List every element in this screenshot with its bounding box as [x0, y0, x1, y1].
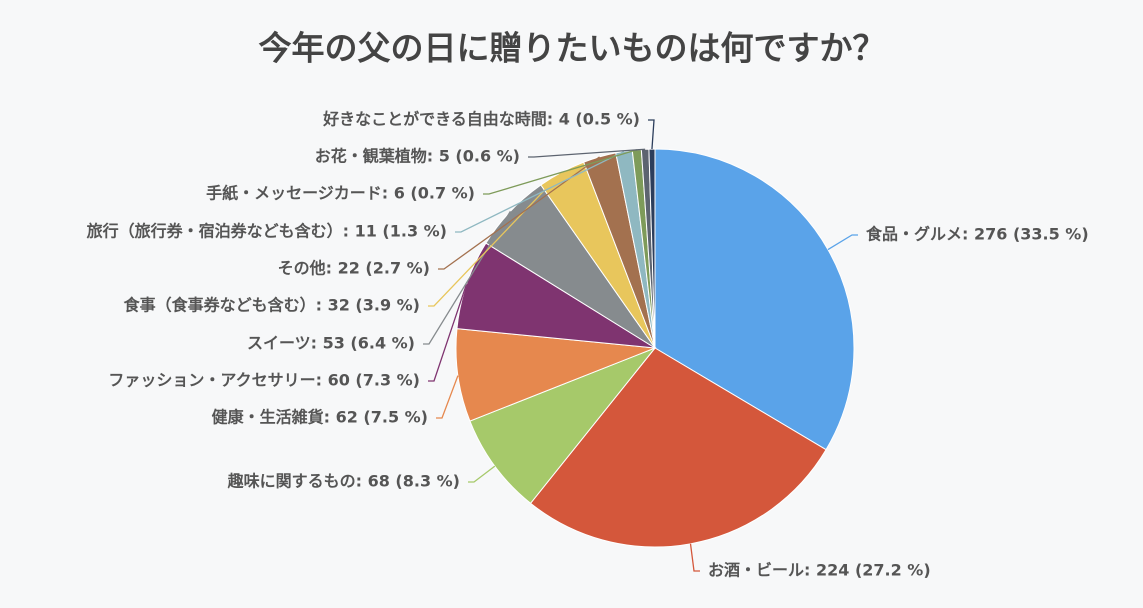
pie-slice: [469, 346, 657, 504]
leader-line: [436, 375, 459, 419]
data-label: その他: 22 (2.7 %): [278, 259, 430, 278]
leader-line: [428, 283, 468, 382]
leader-line: [648, 119, 655, 150]
leader-line: [455, 150, 625, 233]
leader-line: [468, 465, 496, 483]
data-label: 食品・グルメ: 276 (33.5 %): [865, 225, 1089, 244]
leader-line: [423, 210, 511, 345]
leader-line: [438, 156, 600, 270]
leader-line: [483, 149, 637, 195]
data-label: 手紙・メッセージカード: 6 (0.7 %): [206, 184, 475, 203]
data-label: 旅行（旅行券・宿泊券なども含む）: 11 (1.3 %): [87, 222, 447, 241]
data-label: 健康・生活雑貨: 62 (7.5 %): [212, 408, 428, 427]
pie-slice: [648, 148, 656, 349]
data-label: お酒・ビール: 224 (27.2 %): [708, 561, 931, 580]
data-label: 食事（食事券なども含む）: 32 (3.9 %): [123, 296, 420, 315]
data-label: スイーツ: 53 (6.4 %): [247, 334, 415, 353]
data-label: ファッション・アクセサリー: 60 (7.3 %): [108, 371, 420, 390]
data-label: お花・観葉植物: 5 (0.6 %): [315, 147, 520, 166]
data-label: 趣味に関するもの: 68 (8.3 %): [227, 472, 460, 491]
leader-line: [428, 171, 563, 307]
pie-slice: [529, 347, 827, 548]
leader-line: [528, 148, 646, 158]
chart-title: 今年の父の日に贈りたいものは何ですか？: [259, 29, 886, 68]
data-label: 好きなことができる自由な時間: 4 (0.5 %): [322, 110, 640, 129]
pie-slice: [455, 328, 656, 422]
leader-line: [689, 543, 700, 572]
leader-line: [827, 234, 858, 251]
